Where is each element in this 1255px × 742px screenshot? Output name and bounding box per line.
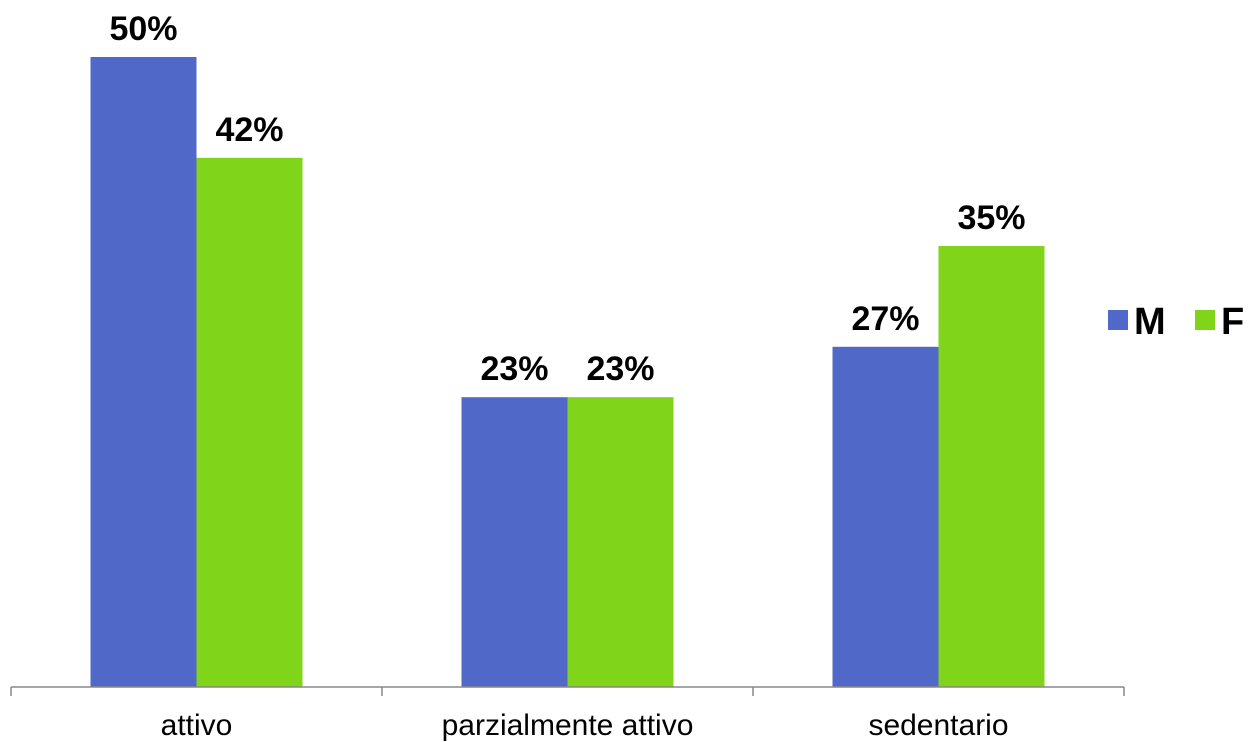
bars-layer <box>90 57 1045 688</box>
bar-m-3 <box>832 346 939 687</box>
legend-swatch-f <box>1195 310 1215 330</box>
value-label-m-3: 27% <box>851 300 919 338</box>
category-labels-layer: attivo parzialmente attivo sedentario <box>161 709 1009 742</box>
x-axis <box>10 686 1125 696</box>
bar-m-1 <box>90 57 197 687</box>
legend-swatch-m <box>1108 310 1128 330</box>
category-label-2: parzialmente attivo <box>442 709 694 742</box>
bar-f-3 <box>938 246 1045 687</box>
value-label-f-1: 42% <box>215 111 283 149</box>
value-labels-layer: 50% 42% 23% 23% 27% 35% <box>109 10 1025 388</box>
value-label-m-1: 50% <box>109 10 177 48</box>
bar-f-2 <box>567 397 674 687</box>
legend-label-f: F <box>1221 301 1244 343</box>
bar-f-1 <box>196 157 303 688</box>
category-label-3: sedentario <box>868 709 1008 742</box>
legend-label-m: M <box>1134 301 1166 343</box>
value-label-m-2: 23% <box>480 350 548 388</box>
bar-m-2 <box>461 397 568 687</box>
category-label-1: attivo <box>161 709 233 742</box>
value-label-f-2: 23% <box>586 350 654 388</box>
value-label-f-3: 35% <box>957 199 1025 237</box>
